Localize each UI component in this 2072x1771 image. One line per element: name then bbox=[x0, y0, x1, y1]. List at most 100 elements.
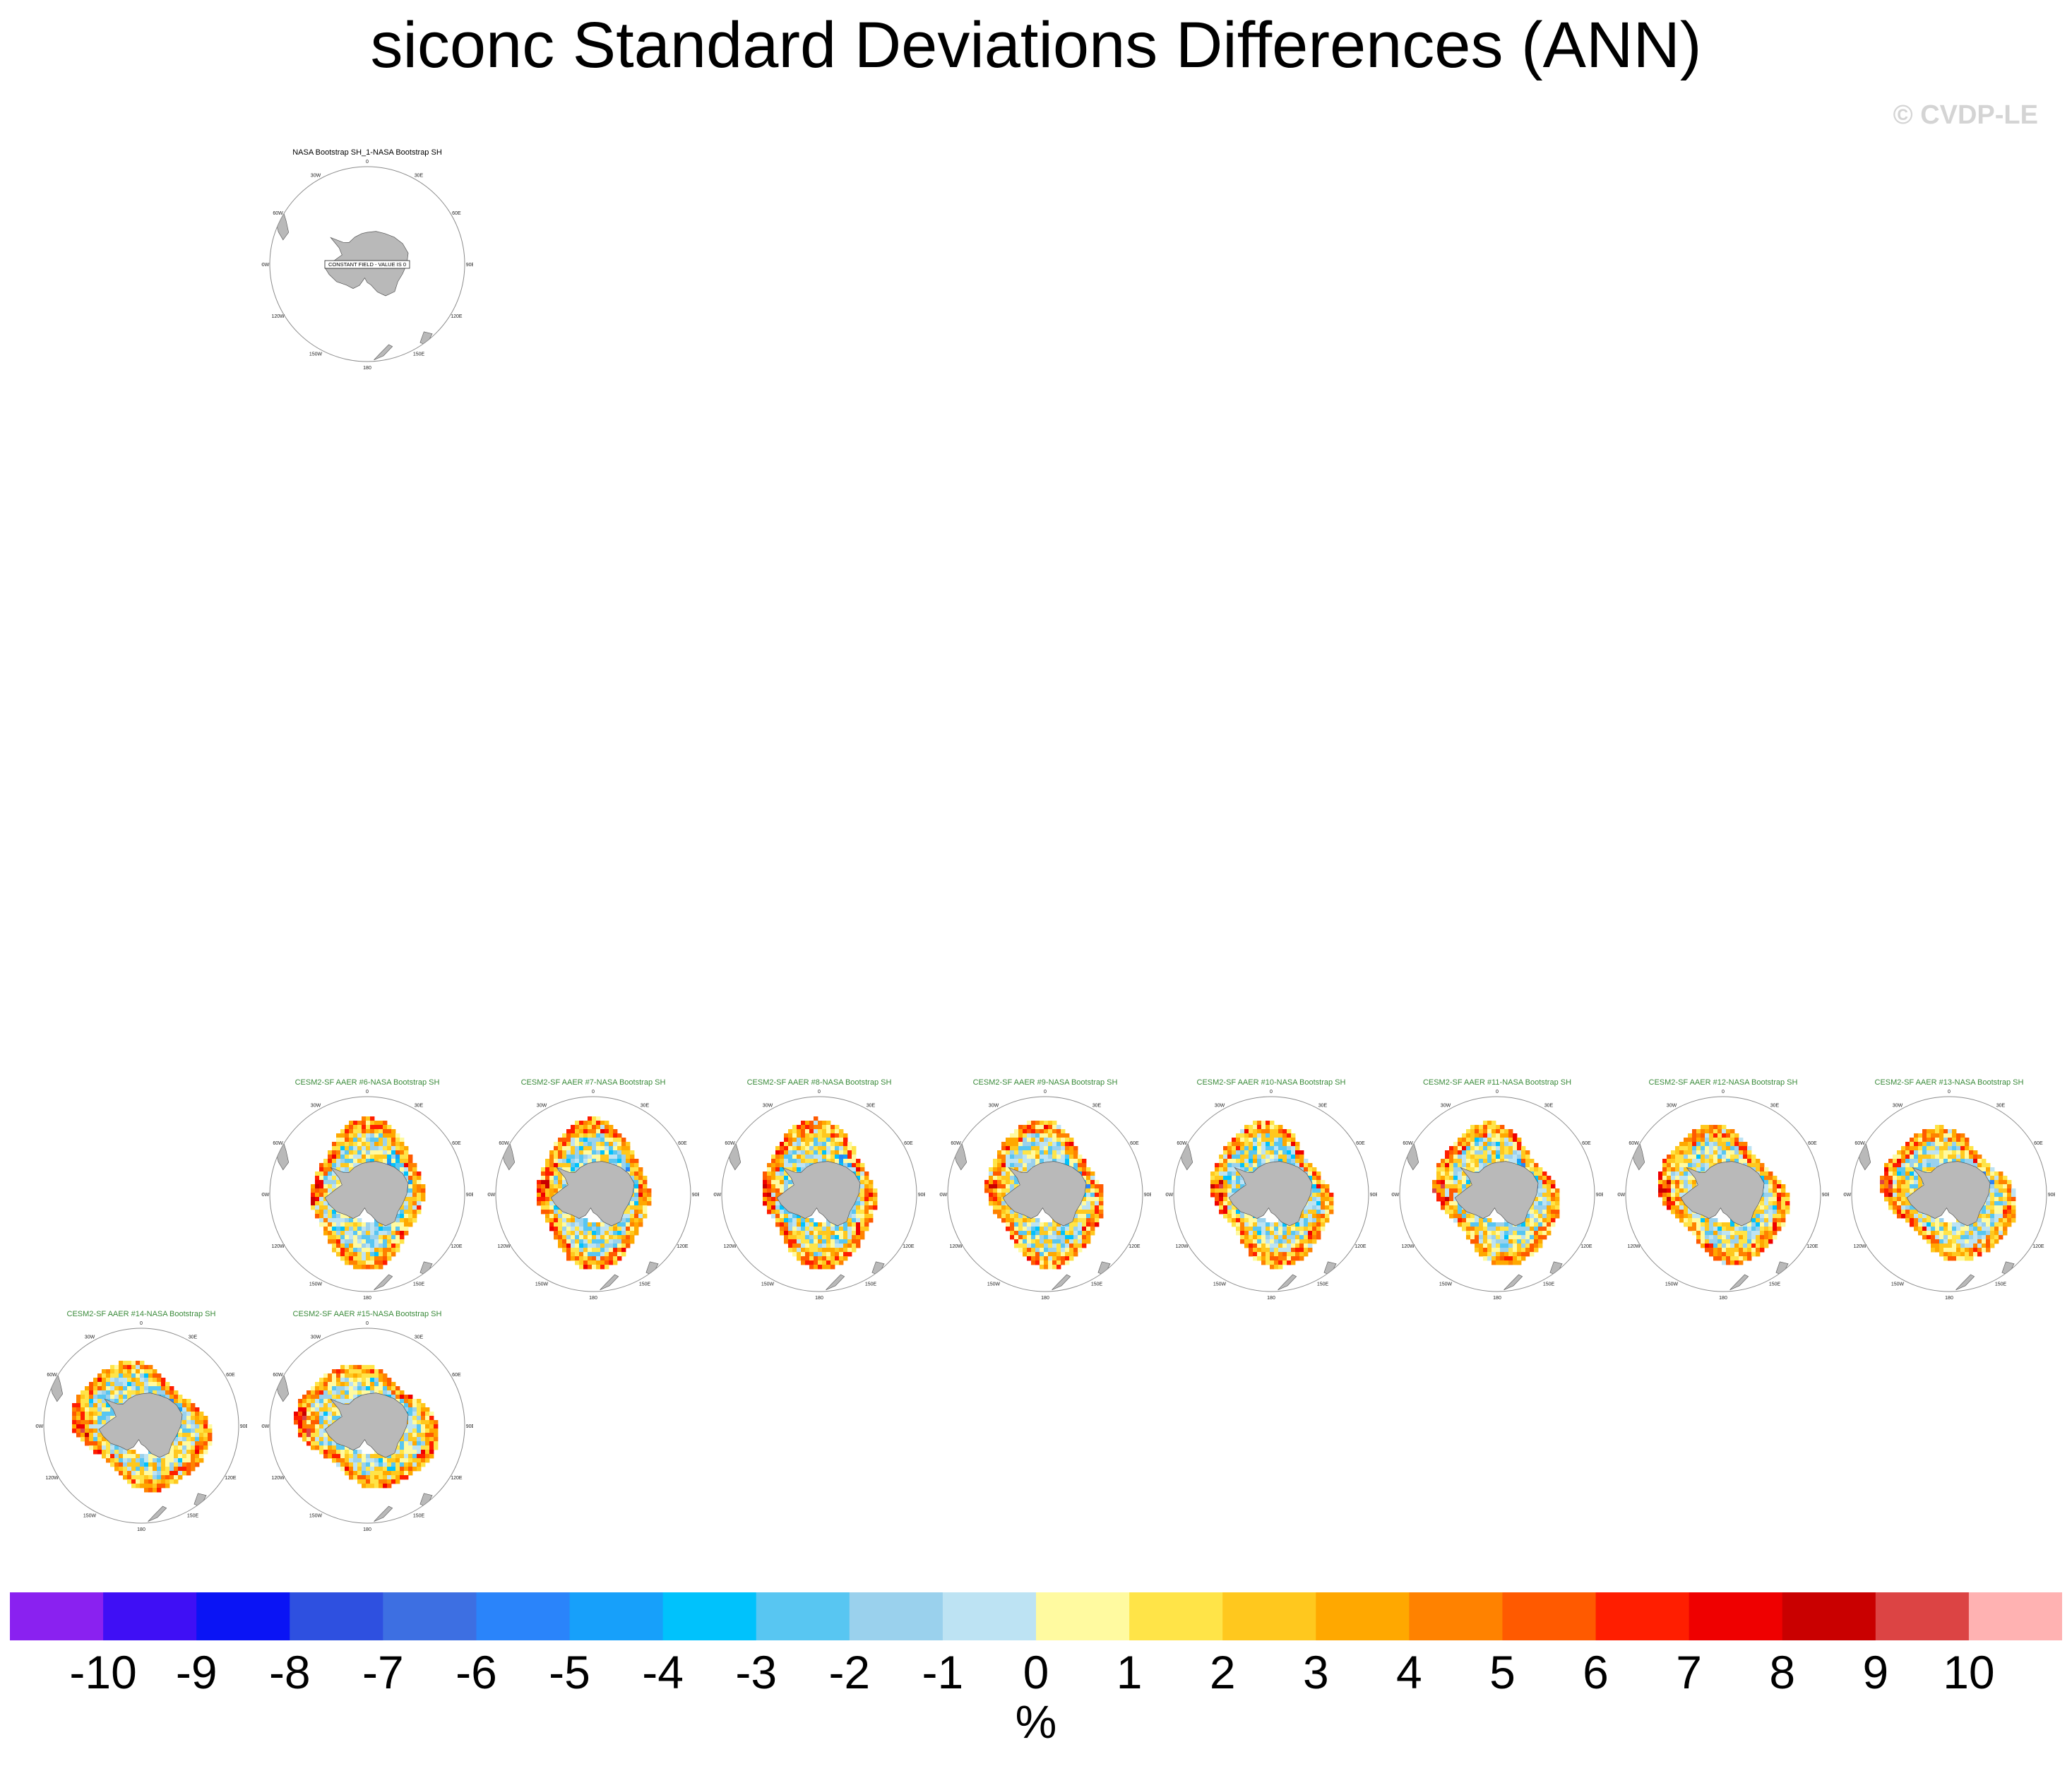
grid-cell bbox=[1990, 1171, 1995, 1176]
grid-cell bbox=[847, 1235, 852, 1240]
grid-cell bbox=[805, 1231, 810, 1236]
grid-cell bbox=[1743, 1222, 1748, 1227]
grid-cell bbox=[1760, 1227, 1765, 1232]
grid-cell bbox=[1914, 1163, 1919, 1168]
grid-cell bbox=[1684, 1184, 1689, 1189]
grid-cell bbox=[1722, 1222, 1727, 1227]
grid-cell bbox=[839, 1138, 844, 1143]
grid-cell bbox=[1035, 1248, 1040, 1253]
grid-cell bbox=[1099, 1193, 1104, 1198]
grid-cell bbox=[558, 1146, 563, 1151]
grid-cell bbox=[1935, 1142, 1940, 1147]
grid-cell bbox=[792, 1222, 797, 1227]
grid-cell bbox=[102, 1412, 107, 1417]
grid-cell bbox=[157, 1390, 162, 1395]
grid-cell bbox=[1705, 1239, 1710, 1244]
grid-cell bbox=[93, 1420, 98, 1425]
grid-cell bbox=[562, 1163, 567, 1168]
grid-cell bbox=[562, 1227, 567, 1232]
grid-cell bbox=[1287, 1248, 1292, 1253]
grid-cell bbox=[93, 1416, 98, 1421]
grid-cell bbox=[1466, 1138, 1471, 1143]
longitude-label: 120E bbox=[1129, 1244, 1141, 1249]
grid-cell bbox=[1219, 1163, 1224, 1168]
grid-cell bbox=[408, 1171, 413, 1176]
grid-cell bbox=[383, 1244, 388, 1248]
grid-cell bbox=[1065, 1260, 1070, 1265]
grid-cell bbox=[1441, 1193, 1446, 1198]
grid-cell bbox=[1994, 1184, 1999, 1189]
grid-cell bbox=[1726, 1227, 1731, 1232]
grid-cell bbox=[1764, 1171, 1769, 1176]
grid-cell bbox=[1701, 1163, 1705, 1168]
grid-cell bbox=[1040, 1222, 1044, 1227]
grid-cell bbox=[1986, 1248, 1991, 1253]
grid-cell bbox=[85, 1399, 90, 1404]
grid-cell bbox=[332, 1155, 337, 1159]
grid-cell bbox=[1052, 1231, 1057, 1236]
grid-cell bbox=[1960, 1150, 1965, 1155]
grid-cell bbox=[106, 1416, 111, 1421]
grid-cell bbox=[1939, 1159, 1944, 1164]
grid-cell bbox=[1052, 1150, 1057, 1155]
grid-cell bbox=[1496, 1129, 1501, 1134]
grid-cell bbox=[1939, 1142, 1944, 1147]
grid-cell bbox=[1023, 1214, 1028, 1219]
grid-cell bbox=[1308, 1239, 1313, 1244]
grid-cell bbox=[797, 1214, 802, 1219]
grid-cell bbox=[1773, 1205, 1778, 1210]
grid-cell bbox=[1508, 1252, 1513, 1257]
grid-cell bbox=[1768, 1222, 1773, 1227]
grid-cell bbox=[93, 1407, 98, 1412]
grid-cell bbox=[1082, 1244, 1087, 1248]
grid-cell bbox=[626, 1210, 631, 1215]
grid-cell bbox=[1935, 1235, 1940, 1240]
grid-cell bbox=[826, 1125, 831, 1130]
grid-cell bbox=[771, 1214, 776, 1219]
grid-cell bbox=[336, 1163, 341, 1168]
grid-cell bbox=[1675, 1184, 1680, 1189]
grid-cell bbox=[1282, 1252, 1287, 1257]
grid-cell bbox=[1073, 1235, 1078, 1240]
grid-cell bbox=[1095, 1210, 1100, 1215]
grid-cell bbox=[775, 1167, 780, 1172]
grid-cell bbox=[1261, 1125, 1266, 1130]
grid-cell bbox=[1551, 1184, 1556, 1189]
grid-cell bbox=[1479, 1244, 1484, 1248]
grid-cell bbox=[997, 1188, 1002, 1193]
grid-cell bbox=[1701, 1227, 1705, 1232]
longitude-label: 120E bbox=[451, 1244, 463, 1249]
longitude-label: 30W bbox=[989, 1104, 999, 1109]
grid-cell bbox=[575, 1138, 580, 1143]
grid-cell bbox=[775, 1222, 780, 1227]
grid-cell bbox=[1014, 1146, 1019, 1151]
grid-cell bbox=[404, 1214, 409, 1219]
grid-cell bbox=[1223, 1167, 1228, 1172]
grid-cell bbox=[1436, 1176, 1441, 1181]
grid-cell bbox=[826, 1133, 831, 1138]
grid-cell bbox=[1675, 1210, 1680, 1215]
grid-cell bbox=[1508, 1248, 1513, 1253]
grid-cell bbox=[1232, 1138, 1237, 1143]
grid-cell bbox=[579, 1138, 584, 1143]
grid-cell bbox=[1278, 1138, 1283, 1143]
grid-cell bbox=[1500, 1125, 1505, 1130]
map-panel: CESM2-SF AAER #14-NASA Bootstrap SH 0 30E 6… bbox=[35, 1310, 247, 1536]
new-zealand-landmass bbox=[374, 1274, 393, 1290]
grid-cell bbox=[1688, 1146, 1693, 1151]
grid-cell bbox=[119, 1390, 124, 1395]
grid-cell bbox=[1240, 1235, 1245, 1240]
grid-cell bbox=[1090, 1210, 1095, 1215]
grid-cell bbox=[1090, 1214, 1095, 1219]
grid-cell bbox=[1555, 1188, 1560, 1193]
grid-cell bbox=[1534, 1205, 1539, 1210]
grid-cell bbox=[114, 1386, 119, 1391]
grid-cell bbox=[1764, 1167, 1769, 1172]
grid-cell bbox=[1018, 1155, 1023, 1159]
grid-cell bbox=[1048, 1121, 1053, 1126]
grid-cell bbox=[379, 1265, 383, 1270]
grid-cell bbox=[1052, 1142, 1057, 1147]
longitude-label: 120E bbox=[1354, 1244, 1367, 1249]
grid-cell bbox=[1018, 1159, 1023, 1164]
grid-cell bbox=[1436, 1180, 1441, 1185]
